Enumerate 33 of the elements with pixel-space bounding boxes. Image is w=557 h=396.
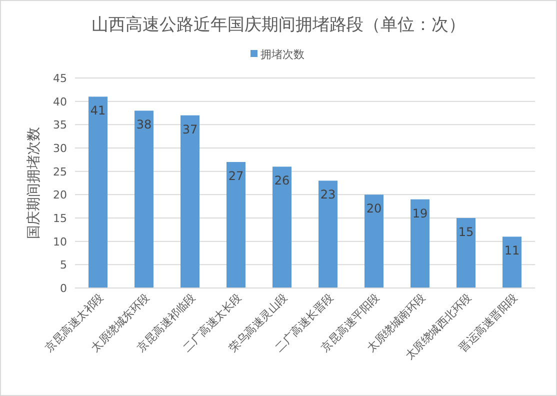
data-label: 38	[136, 118, 152, 132]
data-label: 41	[90, 104, 106, 118]
bar	[180, 115, 200, 288]
y-tick-label: 35	[53, 118, 67, 132]
y-tick-label: 40	[53, 95, 67, 108]
bar	[318, 180, 338, 288]
data-label: 26	[274, 174, 290, 188]
y-tick-label: 45	[53, 72, 67, 85]
y-tick-label: 0	[60, 282, 67, 295]
data-label: 15	[458, 225, 474, 239]
data-label: 19	[412, 206, 428, 220]
chart-title: 山西高速公路近年国庆期间拥堵路段（单位：次）	[92, 15, 466, 35]
bar	[502, 236, 522, 288]
bar	[364, 194, 384, 288]
y-axis-title: 国庆期间拥堵次数	[26, 127, 42, 239]
bar	[226, 162, 246, 288]
data-label: 23	[320, 188, 336, 202]
bar	[272, 166, 292, 288]
y-tick-label: 10	[53, 235, 67, 248]
bar	[88, 96, 108, 288]
bar	[410, 199, 430, 288]
y-tick-label: 25	[53, 165, 67, 178]
data-label: 20	[366, 202, 382, 216]
y-tick-label: 15	[53, 212, 67, 225]
data-label: 27	[228, 169, 244, 183]
bar	[456, 218, 476, 288]
y-tick-label: 5	[60, 258, 67, 272]
y-tick-label: 30	[53, 142, 67, 155]
y-tick-label: 20	[53, 188, 67, 202]
data-label: 37	[182, 122, 198, 136]
data-label: 11	[504, 244, 520, 258]
legend-label: 拥堵次数	[260, 48, 304, 61]
bar	[134, 110, 154, 288]
